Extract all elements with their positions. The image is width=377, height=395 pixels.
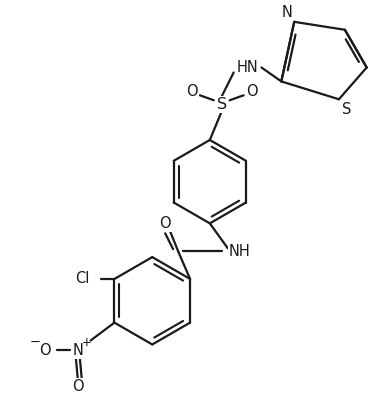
Text: HN: HN	[237, 60, 259, 75]
Text: S: S	[342, 102, 351, 117]
Text: O: O	[246, 84, 257, 99]
Text: O: O	[186, 84, 198, 99]
Text: N: N	[281, 5, 292, 20]
Text: S: S	[217, 97, 227, 112]
Text: O: O	[159, 216, 171, 231]
Text: N: N	[72, 343, 83, 358]
Text: NH: NH	[229, 244, 250, 259]
Text: −: −	[29, 336, 41, 349]
Text: +: +	[82, 336, 92, 349]
Text: O: O	[72, 379, 84, 394]
Text: O: O	[39, 343, 51, 358]
Text: Cl: Cl	[75, 271, 90, 286]
